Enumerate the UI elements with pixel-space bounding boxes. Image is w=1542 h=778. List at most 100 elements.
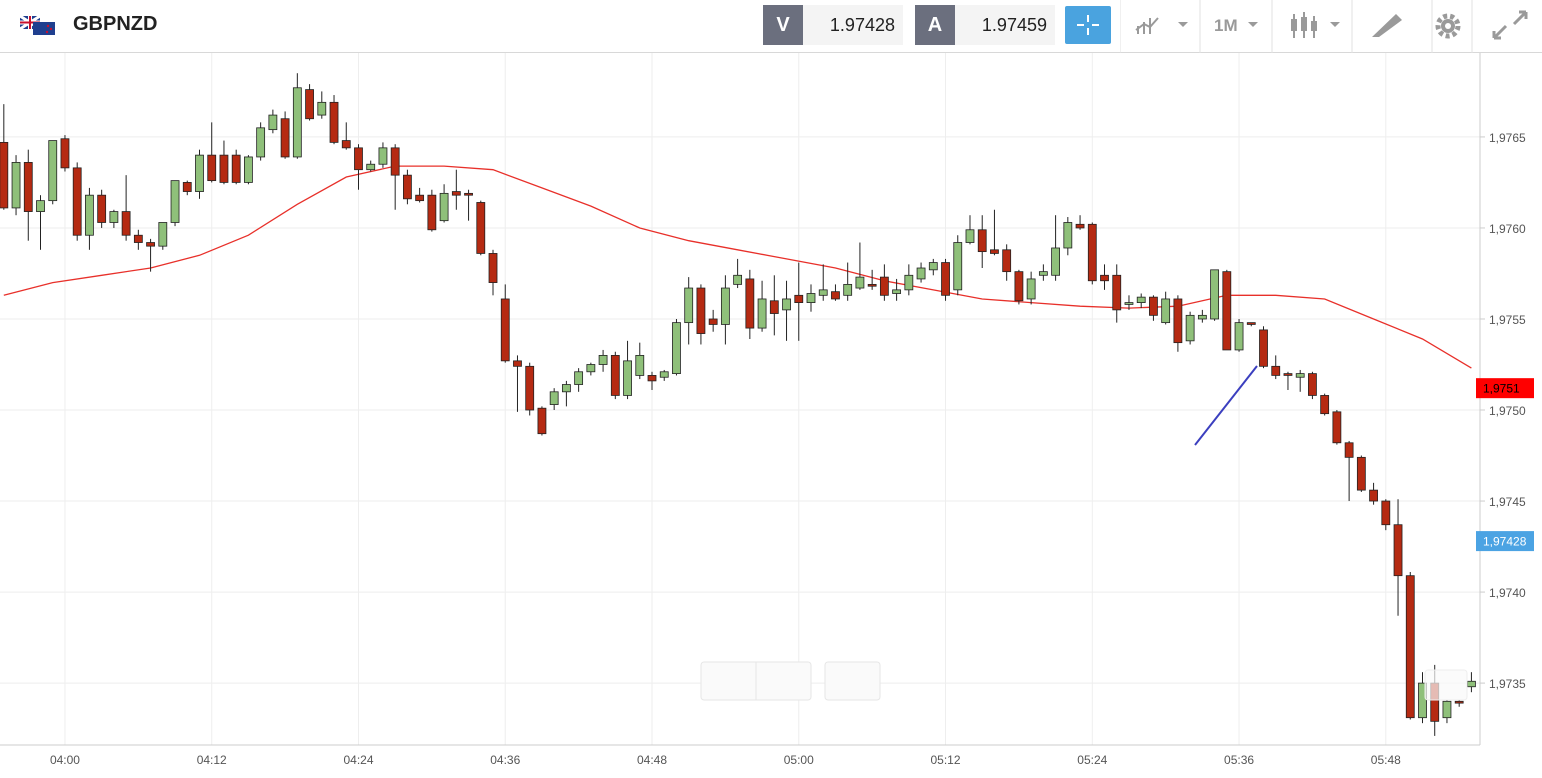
- candle-body: [1295, 373, 1305, 378]
- candle-body: [855, 276, 865, 289]
- candle-body: [97, 194, 107, 223]
- candle-body: [1026, 278, 1036, 300]
- timeframe-arrow[interactable]: [1248, 22, 1258, 27]
- trend-line-drawing[interactable]: [1194, 365, 1258, 446]
- candle-body: [439, 192, 449, 222]
- candle-body: [1014, 271, 1024, 302]
- candle-body: [598, 354, 608, 365]
- candle-body: [928, 262, 938, 271]
- y-tick-label: 1,9765: [1489, 131, 1526, 145]
- candle-body: [990, 249, 999, 254]
- candle-body: [904, 274, 914, 291]
- candle-body: [1185, 314, 1195, 342]
- timeframe[interactable]: 1M: [1214, 16, 1238, 35]
- candle-body: [1344, 442, 1354, 458]
- candle-body: [36, 200, 45, 212]
- candle-body: [1246, 322, 1256, 325]
- candle-body: [1161, 298, 1171, 324]
- candle-body: [1259, 329, 1268, 367]
- x-tick-label: 05:12: [931, 753, 961, 767]
- candle-body: [317, 101, 327, 116]
- candle-body: [72, 167, 82, 236]
- candle-body: [549, 391, 559, 405]
- ask-price[interactable]: 1.97459: [955, 5, 1055, 45]
- candle-body: [537, 407, 547, 435]
- candle-body: [207, 154, 217, 182]
- candle-body: [892, 289, 902, 294]
- candle-body: [182, 182, 192, 192]
- candle-body: [1418, 682, 1427, 719]
- candle-body: [1283, 373, 1293, 376]
- candle-body: [696, 287, 706, 334]
- candle-body: [818, 289, 828, 296]
- x-tick-label: 04:48: [637, 753, 667, 767]
- candle-body: [1063, 222, 1073, 249]
- candle-body: [109, 211, 119, 223]
- x-tick-label: 05:48: [1371, 753, 1401, 767]
- candle-body: [769, 300, 779, 314]
- x-tick-label: 05:00: [784, 753, 814, 767]
- x-tick-label: 04:24: [343, 753, 373, 767]
- candle-body: [280, 118, 290, 158]
- fullscreen-button[interactable]: [1492, 10, 1528, 40]
- candle-body: [647, 375, 657, 382]
- y-tick-label: 1,9735: [1489, 677, 1526, 691]
- symbol: GBPNZD: [73, 13, 158, 35]
- bid-price[interactable]: 1.97428: [803, 5, 903, 45]
- chart-type-button[interactable]: [1135, 17, 1188, 34]
- candle-body: [451, 191, 461, 196]
- crosshair-button[interactable]: [1065, 6, 1111, 44]
- price-marker-label: 1,9751: [1483, 382, 1520, 396]
- price-marker: [1476, 378, 1534, 399]
- candle-body: [464, 192, 473, 196]
- draw-button[interactable]: [1372, 14, 1402, 37]
- candle-body: [231, 154, 241, 183]
- candle-body: [1197, 314, 1207, 320]
- candle-body: [953, 242, 963, 291]
- candle-body: [1002, 249, 1012, 273]
- candle-body: [1087, 223, 1097, 282]
- ask-label[interactable]: A: [915, 5, 955, 45]
- candle-body: [941, 262, 950, 296]
- candle-body: [843, 283, 853, 296]
- candle-body: [256, 127, 266, 158]
- candle-body: [1210, 269, 1219, 320]
- candle-body: [1100, 274, 1109, 282]
- candle-body: [133, 234, 143, 243]
- y-tick-label: 1,9750: [1489, 404, 1526, 418]
- candle-body: [1467, 680, 1476, 688]
- candle-body: [146, 242, 155, 247]
- flag-icon: [20, 16, 55, 35]
- settings-button[interactable]: [1435, 13, 1461, 39]
- candle-body: [1173, 298, 1183, 344]
- candle-body: [244, 156, 253, 183]
- scroll-button[interactable]: [1424, 669, 1468, 701]
- candle-body: [610, 354, 620, 396]
- candle-body: [500, 298, 510, 362]
- candle-body: [684, 287, 694, 324]
- candle-body: [1112, 274, 1122, 311]
- x-tick-label: 05:24: [1077, 753, 1107, 767]
- candle-body: [415, 194, 425, 202]
- candle-body: [60, 138, 70, 169]
- candle-body: [1038, 271, 1048, 276]
- reset-button[interactable]: [824, 661, 881, 701]
- candle-body: [561, 384, 571, 393]
- candle-body: [354, 147, 363, 171]
- bid-label[interactable]: V: [763, 5, 803, 45]
- candle-body: [977, 229, 987, 253]
- candle-body: [720, 287, 730, 325]
- candle-body: [427, 194, 437, 231]
- candle-body: [488, 253, 498, 283]
- x-tick-label: 05:36: [1224, 753, 1254, 767]
- candle-body: [1234, 322, 1244, 351]
- candle-body: [867, 283, 877, 287]
- candle-type-button[interactable]: [1291, 12, 1340, 38]
- candle-body: [170, 180, 180, 223]
- candle-body: [305, 89, 314, 120]
- candle-body: [831, 291, 840, 300]
- candle-body: [476, 202, 486, 254]
- candle-body: [525, 365, 535, 411]
